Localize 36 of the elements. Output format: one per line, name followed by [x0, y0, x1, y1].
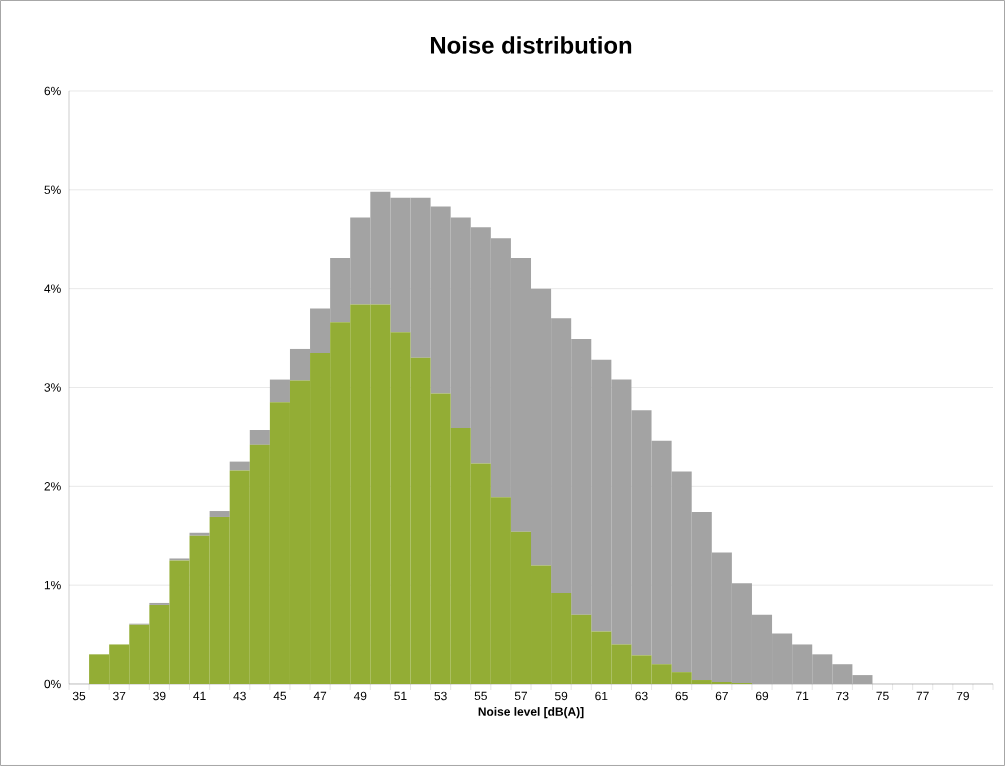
chart-title: Noise distribution — [430, 36, 632, 54]
x-tick-label: 67 — [715, 691, 728, 701]
x-tick-label: 45 — [273, 691, 287, 701]
y-tick-label: 0% — [44, 679, 61, 689]
x-tick-label: 43 — [233, 691, 246, 701]
y-tick-label: 3% — [44, 383, 61, 392]
x-tick-label: 41 — [193, 691, 206, 700]
x-tick-label: 75 — [876, 691, 889, 701]
x-tick-label: 73 — [836, 691, 849, 701]
y-tick-label: 5% — [44, 185, 61, 195]
bar — [229, 461, 250, 471]
bar — [249, 429, 270, 445]
x-axis-title: Noise level [dB(A)] — [478, 707, 584, 719]
x-tick-label: 51 — [394, 691, 407, 701]
y-tick-label: 2% — [44, 482, 61, 491]
y-tick-label: 1% — [44, 580, 61, 590]
x-tick-label: 69 — [755, 691, 769, 701]
x-tick-label: 37 — [113, 691, 126, 701]
x-tick-label: 53 — [434, 691, 447, 701]
x-tick-label: 71 — [796, 691, 809, 700]
x-tick-label: 57 — [514, 691, 528, 701]
y-tick-label: 6% — [44, 86, 61, 96]
x-tick-label: 35 — [72, 691, 86, 701]
x-tick-label: 63 — [635, 691, 648, 701]
y-tick-label: 4% — [44, 284, 61, 293]
x-tick-label: 61 — [595, 691, 608, 701]
x-tick-label: 65 — [675, 691, 688, 701]
bar — [189, 532, 210, 536]
x-tick-label: 55 — [474, 691, 487, 701]
x-tick-label: 49 — [353, 691, 367, 701]
x-tick-label: 79 — [956, 691, 969, 701]
x-tick-label: 39 — [153, 691, 166, 701]
x-tick-label: 59 — [554, 691, 568, 701]
x-tick-label: 47 — [313, 691, 327, 700]
x-tick-label: 77 — [916, 691, 929, 700]
bar — [209, 511, 230, 517]
